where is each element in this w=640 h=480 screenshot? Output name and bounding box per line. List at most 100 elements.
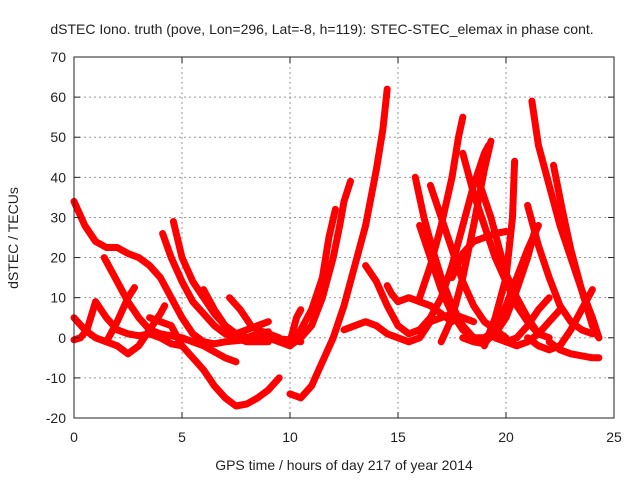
data-point	[453, 264, 460, 271]
data-point	[371, 178, 378, 185]
data-point	[121, 329, 128, 336]
series-arc-12	[286, 85, 391, 402]
data-point	[447, 182, 454, 189]
data-point	[498, 290, 505, 297]
data-point	[468, 182, 475, 189]
data-point	[200, 366, 207, 373]
data-point	[105, 335, 112, 342]
data-point	[207, 300, 214, 306]
data-point	[484, 337, 491, 344]
data-point	[477, 210, 484, 217]
data-point	[548, 190, 555, 197]
data-point	[568, 250, 575, 257]
data-point	[455, 134, 462, 141]
data-point	[577, 282, 584, 289]
data-point	[177, 246, 184, 253]
data-point	[466, 292, 472, 299]
data-point	[573, 266, 580, 273]
data-point	[467, 337, 473, 344]
series-arc-35	[502, 306, 564, 350]
data-point	[519, 260, 526, 267]
data-point	[157, 274, 164, 281]
data-point	[405, 294, 412, 301]
data-point	[251, 332, 257, 339]
data-point	[543, 170, 549, 177]
data-point	[305, 385, 312, 392]
data-point	[466, 174, 473, 181]
data-point	[479, 190, 486, 197]
data-point	[418, 331, 425, 338]
data-point	[483, 158, 490, 165]
data-point	[139, 332, 146, 339]
data-point	[103, 314, 110, 321]
data-point	[493, 258, 500, 264]
data-point	[96, 336, 103, 343]
data-point	[582, 328, 589, 335]
data-point	[509, 285, 516, 292]
data-point	[360, 230, 367, 237]
data-point	[496, 316, 503, 323]
data-point	[464, 166, 471, 173]
data-point	[489, 218, 495, 225]
data-point	[380, 328, 387, 335]
data-point	[171, 329, 178, 336]
data-point	[499, 309, 506, 316]
data-point	[121, 348, 128, 355]
plot-frame	[73, 56, 615, 419]
data-point	[172, 226, 179, 233]
data-point	[159, 278, 166, 284]
data-point	[526, 243, 533, 250]
data-point	[432, 270, 439, 277]
data-point	[539, 158, 546, 165]
data-point	[287, 390, 293, 397]
data-point	[185, 324, 192, 331]
data-point	[338, 214, 345, 221]
data-point	[535, 330, 542, 337]
data-point	[222, 322, 229, 329]
data-point	[218, 352, 225, 359]
data-point	[507, 292, 513, 299]
data-point	[441, 331, 448, 338]
x-tick-label: 25	[606, 429, 622, 445]
data-point	[204, 293, 211, 300]
data-point	[459, 222, 466, 229]
data-point	[477, 340, 484, 347]
data-point	[564, 349, 571, 356]
data-point	[430, 250, 437, 257]
data-point	[310, 319, 316, 326]
data-point	[295, 310, 302, 317]
data-point	[546, 182, 553, 189]
data-point	[331, 330, 338, 337]
data-point	[463, 258, 470, 265]
data-point	[127, 291, 134, 298]
y-tick-label: 50	[50, 129, 66, 145]
data-point	[391, 333, 398, 340]
data-point	[177, 339, 184, 346]
data-point	[77, 212, 84, 219]
data-point	[556, 194, 563, 201]
data-point	[473, 174, 480, 181]
data-point	[395, 298, 401, 305]
data-point	[454, 294, 461, 301]
data-point	[374, 282, 381, 289]
data-point	[193, 340, 200, 347]
data-point	[170, 326, 176, 333]
data-point	[565, 234, 572, 241]
data-point	[419, 230, 426, 237]
data-point	[540, 258, 547, 265]
data-point	[535, 242, 542, 249]
data-point	[305, 313, 311, 320]
data-point	[468, 230, 475, 237]
data-point	[143, 259, 149, 266]
data-point	[575, 274, 582, 281]
x-tick-label: 5	[178, 429, 186, 445]
data-point	[337, 218, 344, 225]
data-point	[553, 210, 560, 217]
data-point	[416, 194, 423, 201]
data-point	[457, 126, 464, 133]
data-point	[537, 150, 544, 157]
data-point	[92, 334, 99, 341]
data-point	[162, 284, 169, 291]
data-point	[531, 226, 538, 233]
data-point	[117, 311, 124, 318]
